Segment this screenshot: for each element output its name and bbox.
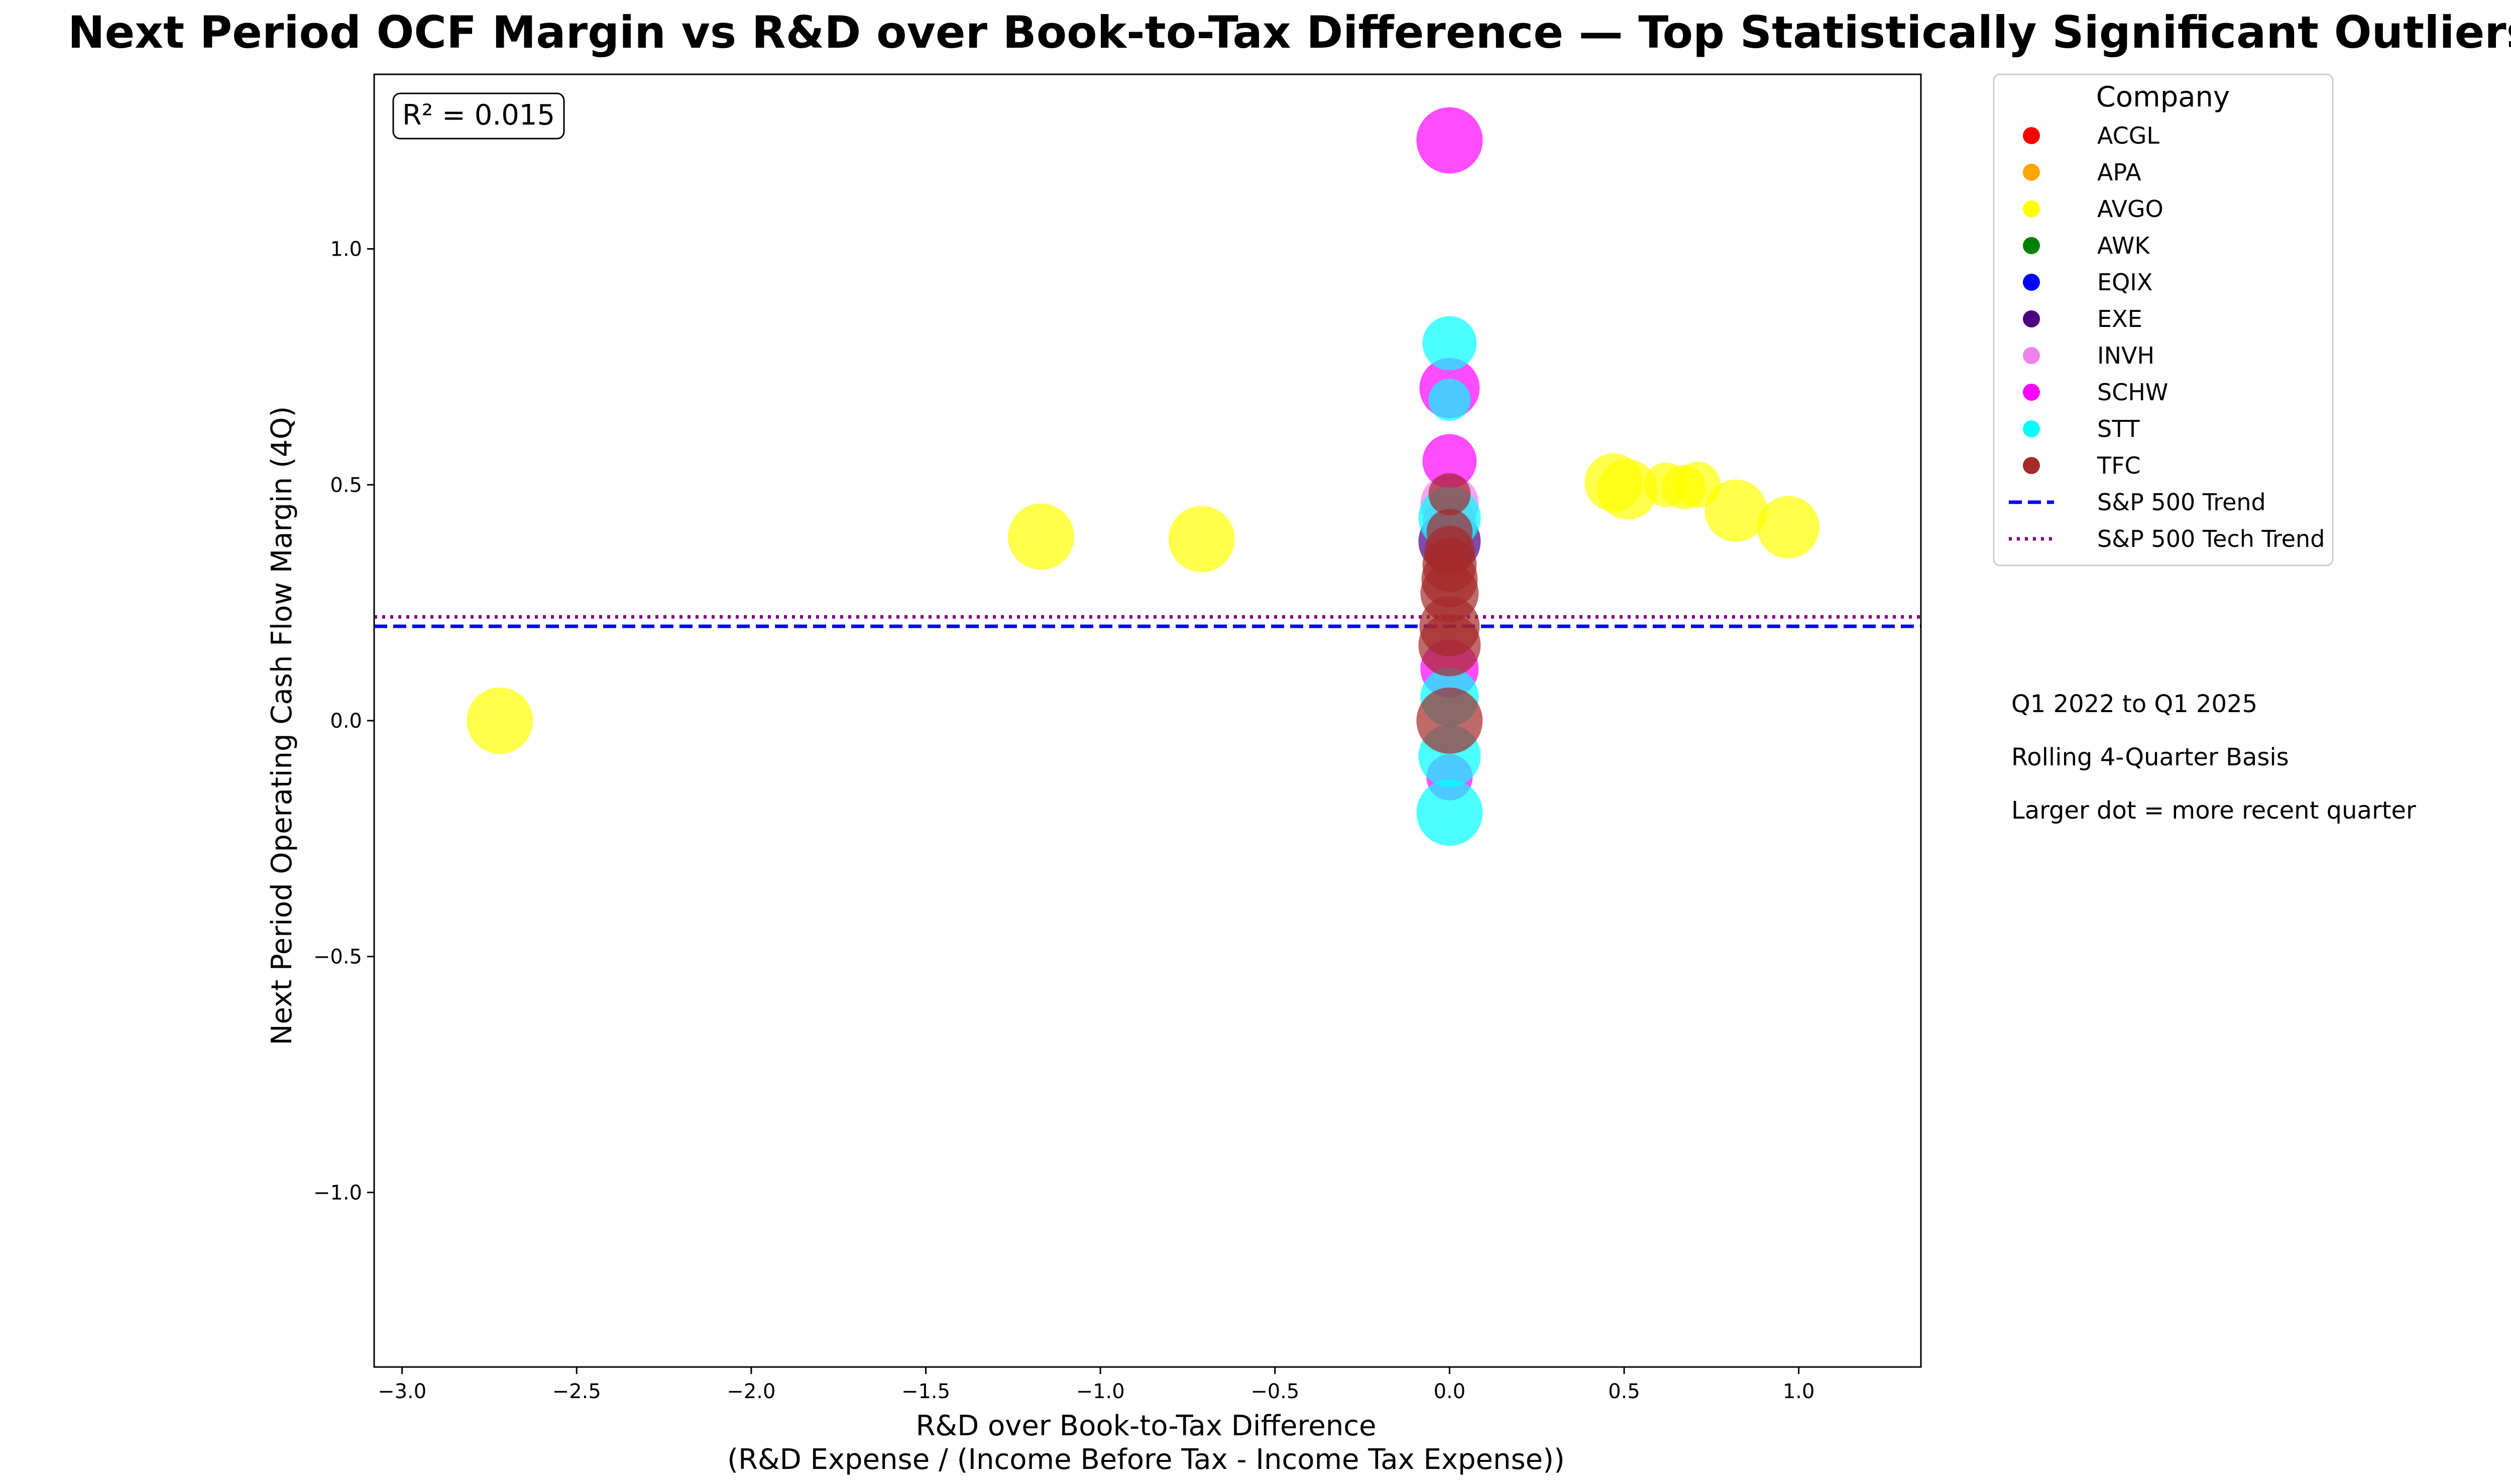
trend-lines bbox=[374, 615, 1921, 628]
point-avgo-0 bbox=[467, 688, 533, 754]
x-tick-label: −2.0 bbox=[727, 1380, 775, 1403]
note-period: Q1 2022 to Q1 2025 bbox=[2011, 690, 2257, 718]
legend-marker-schw bbox=[2023, 384, 2040, 401]
point-avgo-9 bbox=[1757, 496, 1819, 558]
chart-title: Next Period OCF Margin vs R&D over Book-… bbox=[68, 7, 2511, 58]
point-avgo-8 bbox=[1704, 479, 1767, 542]
plot-frame bbox=[373, 73, 1922, 1368]
legend-marker-tfc bbox=[2023, 457, 2040, 474]
legend-label-awk: AWK bbox=[2097, 232, 2150, 259]
legend-label-acgl: ACGL bbox=[2097, 122, 2159, 149]
legend-label-eqix: EQIX bbox=[2097, 269, 2152, 296]
notes: Q1 2022 to Q1 2025 Rolling 4-Quarter Bas… bbox=[2011, 690, 2416, 825]
legend-marker-eqix bbox=[2023, 274, 2040, 291]
x-tick-label: −0.5 bbox=[1250, 1380, 1299, 1403]
legend-marker-apa bbox=[2023, 164, 2040, 181]
x-tick-label: 0.0 bbox=[1434, 1380, 1466, 1403]
x-tick-label: −1.5 bbox=[901, 1380, 950, 1403]
x-tick-label: 0.5 bbox=[1608, 1380, 1640, 1403]
y-tick-label: 0.0 bbox=[330, 710, 362, 733]
legend-label-invh: INVH bbox=[2097, 342, 2154, 369]
y-tick-label: 1.0 bbox=[330, 238, 362, 261]
y-tick-label: 0.5 bbox=[330, 474, 362, 497]
legend-marker-awk bbox=[2023, 237, 2040, 254]
x-axis-label-formula: (R&D Expense / (Income Before Tax - Inco… bbox=[727, 1443, 1565, 1476]
legend-label-exe: EXE bbox=[2097, 305, 2142, 332]
point-schw-2 bbox=[1422, 434, 1477, 489]
legend-frame bbox=[1993, 73, 2334, 566]
point-tfc-0 bbox=[1428, 473, 1471, 516]
r2-label: R² = 0.015 bbox=[402, 99, 555, 132]
legend-marker-invh bbox=[2023, 347, 2040, 364]
legend-marker-acgl bbox=[2023, 127, 2040, 144]
y-tick-label: −1.0 bbox=[313, 1181, 362, 1204]
x-tick-label: −1.0 bbox=[1076, 1380, 1125, 1403]
legend-title: Company bbox=[2096, 81, 2230, 113]
legend-label-apa: APA bbox=[2097, 159, 2141, 186]
axis-ticks: −3.0 −2.5 −2.0 −1.5 −1.0 −0.5 0.0 0.5 1.0 −1.0 −0.… bbox=[313, 238, 1815, 1403]
legend-label-trend-1: S&P 500 Tech Trend bbox=[2097, 525, 2325, 552]
r2-box: R² = 0.015 bbox=[392, 92, 565, 140]
y-tick-label: −0.5 bbox=[313, 946, 362, 969]
r2-box-frame bbox=[392, 92, 565, 140]
legend-label-trend-0: S&P 500 Trend bbox=[2097, 489, 2266, 516]
point-avgo-4 bbox=[1597, 459, 1658, 520]
legend-label-tfc: TFC bbox=[2097, 452, 2141, 479]
x-tick-label: −3.0 bbox=[378, 1380, 426, 1403]
legend-label-stt: STT bbox=[2097, 415, 2140, 442]
point-tfc-7 bbox=[1418, 614, 1481, 676]
legend: Company ACGL APA AVGO AWK EQIX EXE INVH SCHW STT… bbox=[1993, 73, 2334, 566]
legend-marker-exe bbox=[2023, 310, 2040, 327]
point-stt-1 bbox=[1428, 379, 1471, 421]
x-tick-label: −2.5 bbox=[552, 1380, 601, 1403]
point-stt-0 bbox=[1422, 316, 1477, 371]
point-tfc-8 bbox=[1416, 688, 1483, 754]
legend-label-avgo: AVGO bbox=[2097, 195, 2163, 222]
scatter-points bbox=[467, 107, 1819, 846]
x-axis-label: R&D over Book-to-Tax Difference bbox=[916, 1410, 1377, 1442]
note-dot-size: Larger dot = more recent quarter bbox=[2011, 796, 2416, 825]
x-tick-label: 1.0 bbox=[1783, 1380, 1815, 1403]
legend-marker-avgo bbox=[2023, 200, 2040, 217]
point-avgo-1 bbox=[1007, 503, 1074, 570]
y-axis-label: Next Period Operating Cash Flow Margin (… bbox=[266, 406, 298, 1045]
legend-label-schw: SCHW bbox=[2097, 379, 2168, 406]
point-schw-0 bbox=[1416, 107, 1483, 174]
legend-marker-stt bbox=[2023, 420, 2040, 437]
legend-items: ACGL APA AVGO AWK EQIX EXE INVH SCHW STT TFC S&P 5… bbox=[2009, 122, 2325, 552]
point-stt-5 bbox=[1416, 779, 1483, 846]
point-avgo-2 bbox=[1168, 506, 1235, 573]
note-basis: Rolling 4-Quarter Basis bbox=[2011, 743, 2289, 771]
